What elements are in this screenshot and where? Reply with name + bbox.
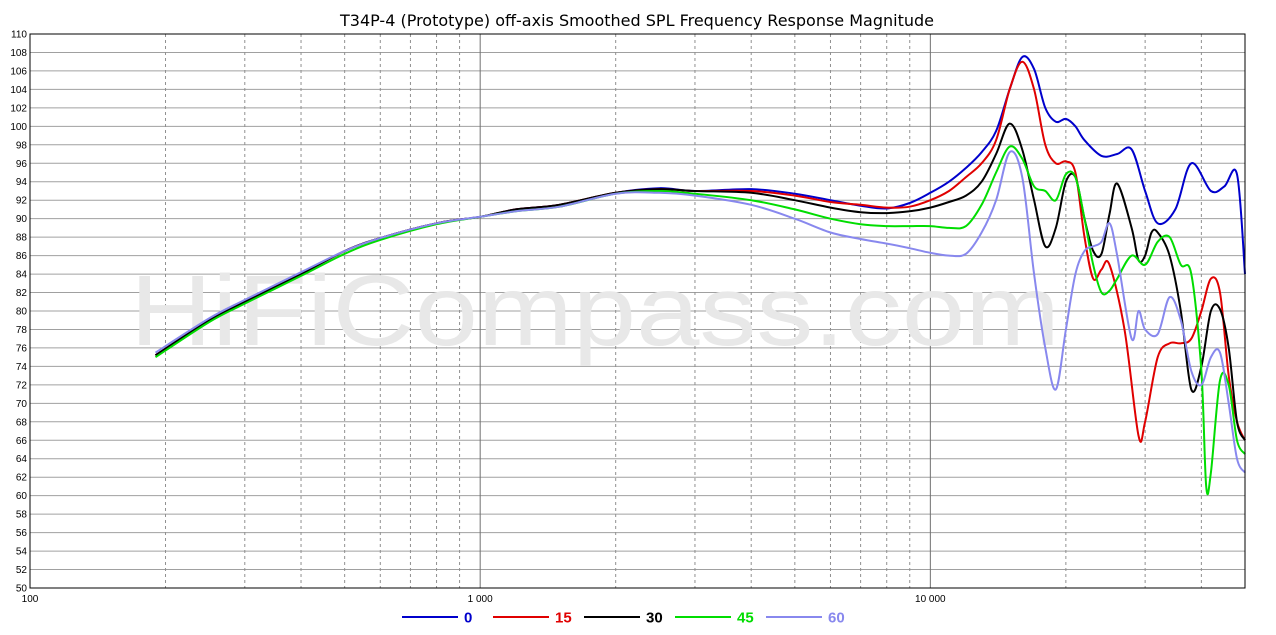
y-tick-label: 62 (16, 473, 28, 484)
series-line-60 (154, 150, 1246, 474)
y-tick-label: 104 (10, 85, 27, 96)
watermark: HiFiCompass.com (130, 255, 1060, 367)
y-tick-label: 94 (16, 177, 28, 188)
y-tick-label: 86 (16, 251, 28, 262)
y-tick-label: 68 (16, 417, 28, 428)
y-tick-label: 66 (16, 436, 28, 447)
y-tick-label: 54 (16, 547, 28, 558)
y-tick-label: 72 (16, 380, 28, 391)
y-tick-label: 98 (16, 140, 28, 151)
series-lines (154, 55, 1246, 496)
y-tick-label: 58 (16, 510, 28, 521)
grid (30, 33, 1245, 589)
legend: 0 15 30 45 60 (402, 610, 845, 627)
y-tick-label: 78 (16, 325, 28, 336)
y-tick-label: 74 (16, 362, 28, 373)
y-tick-label: 92 (16, 196, 28, 207)
y-tick-label: 108 (10, 48, 27, 59)
y-tick-label: 76 (16, 343, 28, 354)
legend-label-15: 15 (555, 610, 572, 627)
legend-label-30: 30 (646, 610, 663, 627)
y-tick-label: 60 (16, 491, 28, 502)
y-tick-label: 106 (10, 66, 27, 77)
plot-frame (29, 33, 1246, 589)
y-tick-labels: 50 52 54 56 58 60 62 64 66 68 70 72 74 76 78 80 82 84 86 88… (10, 30, 27, 595)
x-tick-label: 1 000 (468, 594, 493, 605)
y-tick-label: 88 (16, 233, 28, 244)
y-tick-label: 50 (16, 584, 28, 595)
y-tick-label: 96 (16, 159, 28, 170)
legend-label-45: 45 (737, 610, 754, 627)
y-tick-label: 64 (16, 454, 28, 465)
x-tick-label: 100 (22, 594, 39, 605)
y-tick-label: 70 (16, 399, 28, 410)
y-tick-label: 102 (10, 103, 27, 114)
y-tick-label: 80 (16, 307, 28, 318)
y-tick-label: 84 (16, 270, 28, 281)
chart-title: T34P-4 (Prototype) off-axis Smoothed SPL… (339, 11, 934, 30)
y-tick-label: 56 (16, 528, 28, 539)
x-tick-label: 10 000 (915, 594, 946, 605)
legend-label-60: 60 (828, 610, 845, 627)
y-tick-label: 90 (16, 214, 28, 225)
legend-label-0: 0 (464, 610, 472, 627)
series-line-30 (154, 122, 1246, 441)
y-tick-label: 100 (10, 122, 27, 133)
y-tick-label: 52 (16, 565, 28, 576)
y-tick-label: 82 (16, 288, 28, 299)
x-tick-labels: 100 1 000 10 000 (22, 594, 946, 605)
y-tick-label: 110 (11, 30, 27, 41)
